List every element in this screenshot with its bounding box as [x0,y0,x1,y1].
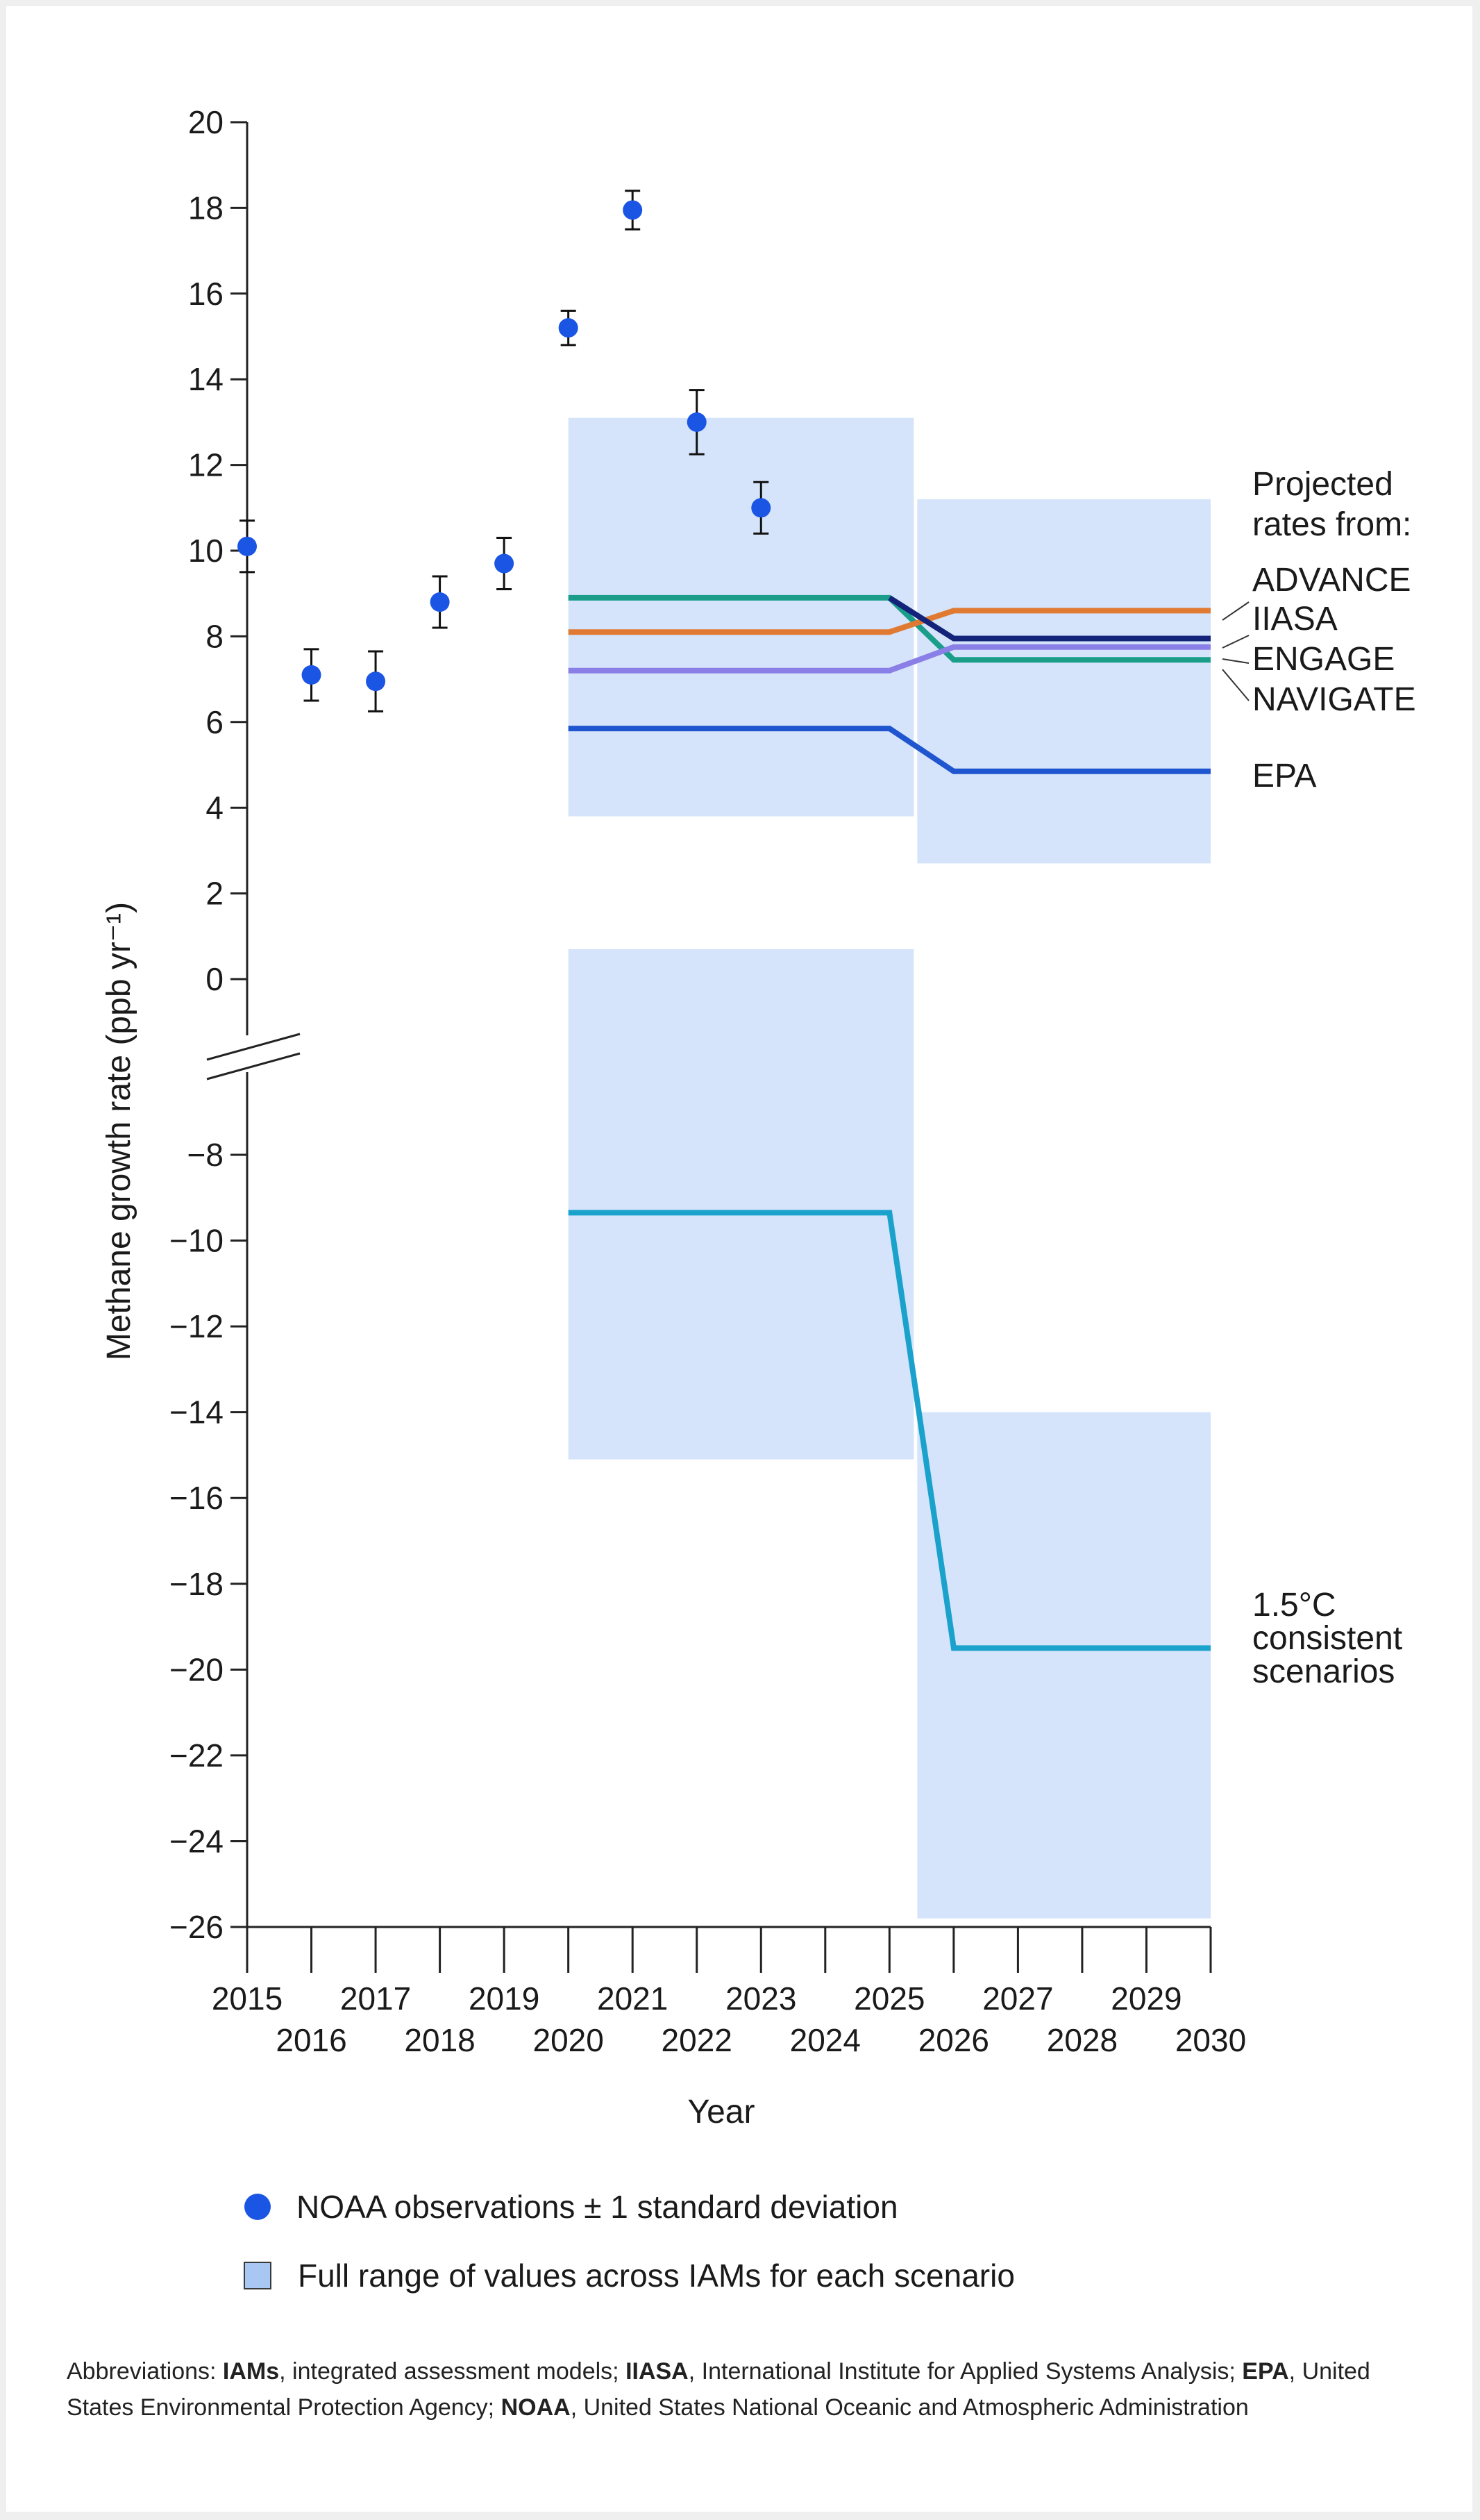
series-line-epa [568,726,1211,774]
y-tick-label: 0 [205,961,224,997]
scenario-label: 1.5°C [1252,1587,1336,1624]
y-tick-label: 2 [205,876,224,912]
x-tick-label: 2017 [340,1980,411,2017]
footnote-text: , International Institute for Applied Sy… [688,2358,1243,2385]
series-line-1-5-c-consistent-scenarios [568,1210,1211,1651]
y-tick-label: 18 [188,190,224,226]
leader-line [1222,658,1250,664]
series-label: ADVANCE [1252,562,1411,599]
footnote-text: , United States National Oceanic and Atm… [570,2394,1249,2421]
legend-observations-label: NOAA observations ± 1 standard deviation [296,2189,898,2225]
series-label: IIASA [1252,601,1338,637]
y-tick-label: −22 [169,1737,224,1774]
legend-observations: NOAA observations ± 1 standard deviation [242,2186,898,2228]
x-tick-label: 2022 [662,2022,732,2058]
y-tick-label: −8 [187,1137,224,1173]
x-axis-title: Year [688,2094,755,2130]
x-tick-label: 2029 [1111,1980,1182,2017]
scenario-label: scenarios [1252,1653,1395,1690]
footnote-prefix: Abbreviations: [67,2358,223,2385]
x-tick-label: 2020 [532,2022,603,2058]
range-box [568,417,914,817]
x-tick-label: 2025 [854,1980,925,2017]
observation-point [366,671,386,692]
y-tick-label: 16 [188,276,224,312]
x-tick-label: 2024 [790,2022,861,2058]
legend-box-icon [244,2262,271,2289]
x-tick-label: 2018 [404,2022,475,2058]
y-axis-title: Methane growth rate (ppb yr⁻¹) [101,902,137,1360]
series-label: EPA [1252,758,1316,794]
y-tick-label: 4 [205,790,224,826]
series-line-navigate [568,594,1211,663]
y-tick-label: 14 [188,361,224,397]
y-tick-label: 12 [188,447,224,483]
footnote-abbr: EPA [1242,2358,1289,2385]
y-tick-label: −10 [169,1223,224,1259]
scenario-label: consistent [1252,1620,1402,1657]
abbreviations-footnote: Abbreviations: IAMs, integrated assessme… [67,2353,1427,2426]
y-tick-label: −20 [169,1651,224,1687]
leader-line [1222,669,1250,701]
footnote-abbr: IAMs [222,2358,280,2385]
observation-point [237,536,257,556]
y-tick-label: 10 [188,533,224,569]
y-tick-label: −26 [169,1909,224,1945]
y-tick-label: −24 [169,1823,224,1859]
observation-point [558,318,578,338]
series-line-engage [568,644,1211,674]
range-box [568,949,914,1460]
leader-line [1222,635,1250,649]
x-tick-label: 2027 [982,1980,1053,2017]
y-tick-label: 6 [205,704,224,740]
axis-break-mark [206,1052,301,1080]
y-tick-label: 20 [188,104,224,140]
footnote-abbr: NOAA [501,2394,571,2421]
range-box [917,1412,1211,1919]
x-tick-label: 2016 [276,2022,346,2058]
figure-card: 20 18 16 14 12 10 8 6 4 2 0 −8 −10 −12 −14 −16 −18 −20 −22… [6,6,1472,2512]
legend-ranges-label: Full range of values across IAMs for eac… [298,2258,1015,2294]
x-tick-label: 2030 [1175,2022,1246,2058]
leader-line [1222,601,1250,621]
series-label: ENGAGE [1252,641,1395,678]
footnote-abbr: IIASA [625,2358,689,2385]
y-tick-label: −16 [169,1480,224,1516]
projected-title: rates from: [1252,506,1411,543]
x-tick-label: 2026 [918,2022,989,2058]
series-line-iiasa [888,595,1211,642]
observation-point [494,553,514,574]
methane-growth-chart: 20181614121086420−8−10−12−14−16−18−20−22… [101,104,1416,2130]
observation-point [751,498,771,518]
x-tick-label: 2028 [1047,2022,1118,2058]
x-tick-label: 2015 [212,1980,283,2017]
axis-break-mark [206,1033,301,1061]
x-tick-label: 2023 [725,1980,796,2017]
observation-point [687,412,707,432]
projected-title: Projected [1252,466,1393,503]
range-box [917,499,1211,864]
y-tick-label: −12 [169,1308,224,1344]
y-tick-label: −18 [169,1566,224,1602]
x-tick-label: 2021 [597,1980,668,2017]
observation-point [301,665,321,685]
observation-point [623,200,643,220]
y-tick-label: −14 [169,1394,224,1430]
legend-dot-icon [244,2194,271,2220]
footnote-text: , United States Environmental Protection… [67,2358,1370,2421]
series-label: NAVIGATE [1252,681,1416,718]
observation-point [430,592,450,612]
legend-ranges: Full range of values across IAMs for eac… [242,2255,1015,2296]
y-tick-label: 8 [205,618,224,654]
footnote-text: , integrated assessment models; [279,2358,626,2385]
x-tick-label: 2019 [469,1980,539,2017]
